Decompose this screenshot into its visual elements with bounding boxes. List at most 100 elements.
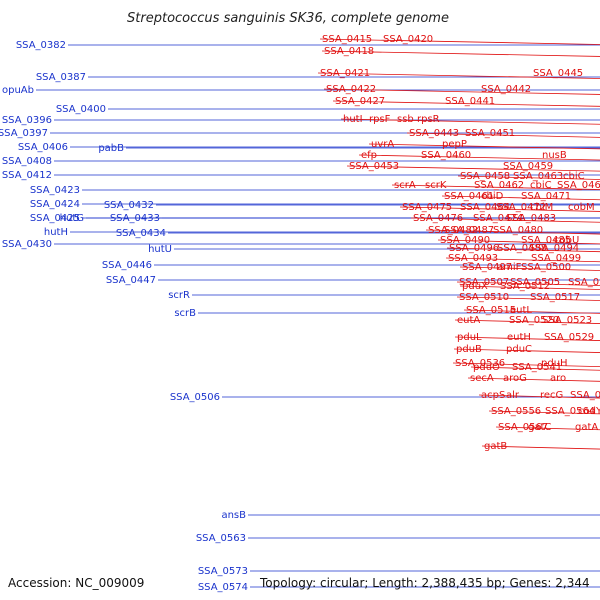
right-gene-label: pduB (456, 344, 482, 355)
right-gene-label: efp (361, 150, 377, 161)
right-gene-label: acpS (481, 390, 505, 401)
right-gene-label: SSA_0512 (500, 281, 550, 292)
left-gene-label: opuAb (2, 85, 34, 96)
left-gene-label: SSA_0432 (104, 200, 154, 211)
left-gene-label: SSA_0506 (170, 392, 220, 403)
right-gene-label: SSA_0461 (444, 191, 494, 202)
left-gene-label: SSA_0434 (116, 228, 166, 239)
right-gene-label: SSA_0482 (428, 225, 478, 236)
right-gene-label: SSA_0515 (466, 305, 516, 316)
right-gene-label: recG (540, 390, 563, 401)
right-label-connector (437, 239, 600, 245)
right-gene-label: eutH (507, 332, 531, 343)
left-gene-label: pabB (98, 143, 124, 154)
right-gene-label: SSA_0462 (474, 180, 524, 191)
right-label-connector (332, 100, 600, 107)
right-gene-label: SSA_0460 (421, 150, 471, 161)
label-connector-lines (36, 38, 600, 588)
right-gene-label: SSA_0517 (530, 292, 580, 303)
right-gene-label: SSA_0485 (521, 235, 571, 246)
right-label-connector (441, 195, 600, 201)
right-label-connector (459, 266, 600, 271)
right-gene-label: SSA_0494 (529, 243, 579, 254)
right-gene-label: SSA_0490 (440, 235, 490, 246)
right-gene-label: rpsF (369, 114, 391, 125)
right-gene-label: SSA_0497 (462, 262, 512, 273)
right-gene-label: gatB (484, 441, 507, 452)
left-gene-label: SSA_0408 (2, 156, 52, 167)
right-label-connector (488, 410, 600, 415)
right-label-connector (425, 229, 600, 235)
right-gene-label: aro (550, 373, 566, 384)
right-gene-label: gatC (528, 422, 551, 433)
right-gene-label: aroG (503, 373, 527, 384)
right-gene-label: eutA (457, 315, 480, 326)
left-gene-label: SSA_0447 (106, 275, 156, 286)
left-gene-label: SSA_0430 (2, 239, 52, 250)
right-label-connector (391, 184, 600, 190)
right-label-connector (323, 88, 600, 95)
right-gene-label: alr (506, 390, 520, 401)
right-label-connector (446, 247, 600, 253)
right-label-connector (452, 362, 600, 367)
right-gene-label: SSA_0500 (521, 262, 571, 273)
right-gene-label: SSA_0496 (449, 243, 499, 254)
left-gene-label: SSA_0396 (2, 115, 52, 126)
right-gene-label: SSA_0487 (444, 225, 494, 236)
right-label-connector (454, 319, 600, 324)
right-label-connector (481, 445, 600, 450)
right-label-connector (453, 348, 600, 353)
right-gene-label: SSA_0529 (544, 332, 594, 343)
right-gene-label: SSA_0468 (557, 180, 600, 191)
right-gene-label: eutL (510, 305, 532, 316)
right-gene-label: SSA_0464 (460, 202, 510, 213)
left-gene-label: hutG (60, 213, 84, 224)
right-gene-label: SSA_0476 (413, 213, 463, 224)
right-gene-label: SSA_0453 (349, 161, 399, 172)
right-gene-label: SSA_0422 (326, 84, 376, 95)
left-gene-label: SSA_0400 (56, 104, 106, 115)
left-gene-label: hutH (44, 227, 68, 238)
right-gene-label: pduC (506, 344, 532, 355)
right-label-connector (456, 296, 600, 301)
right-gene-label: SSA_0471 (521, 191, 571, 202)
left-gene-label: SSA_0412 (2, 170, 52, 181)
left-gene-label: SSA_0382 (16, 40, 66, 51)
right-gene-label: cobM (568, 202, 595, 213)
right-gene-label: SSA_0523 (542, 315, 592, 326)
right-label-connector (457, 175, 600, 180)
right-label-connector (470, 366, 600, 371)
right-gene-label: SSA_0463 (513, 171, 563, 182)
right-gene-label: secA (470, 373, 494, 384)
right-gene-label: SSA_0475 (402, 202, 452, 213)
right-gene-label: SSA_0415 (322, 34, 372, 45)
left-gene-label: scrR (168, 290, 190, 301)
right-gene-label: SSA_0441 (445, 96, 495, 107)
left-gene-label: SSA_0433 (110, 213, 160, 224)
left-gene-label: SSA_0387 (36, 72, 86, 83)
right-gene-label: SSA_0536 (455, 358, 505, 369)
right-gene-label: ssb (397, 114, 414, 125)
right-label-connector (319, 38, 600, 45)
map-title: Streptococcus sanguinis SK36, complete g… (127, 11, 449, 26)
right-gene-label: SSA_0556 (491, 406, 541, 417)
left-gene-label: SSA_0574 (198, 582, 248, 593)
right-label-connector (321, 50, 600, 57)
right-gene-label: SSA_0451 (465, 128, 515, 139)
right-label-connector (445, 257, 600, 263)
left-gene-label: SSA_0425 (30, 213, 80, 224)
left-gene-label: SSA_0406 (18, 142, 68, 153)
right-gene-label: SSA_0474 (473, 213, 523, 224)
left-gene-label: SSA_0424 (30, 199, 80, 210)
right-gene-label: SSA_0442 (481, 84, 531, 95)
right-gene-label: cbiC (530, 180, 552, 191)
right-gene-label: codY (578, 406, 600, 417)
right-gene-label: pduO (473, 362, 500, 373)
right-label-connector (454, 336, 600, 341)
right-gene-label: SSA_0520 (509, 315, 559, 326)
left-gene-label: SSA_0446 (102, 260, 152, 271)
right-gene-label: cbiD (481, 191, 504, 202)
right-gene-label: SSA_0510 (459, 292, 509, 303)
